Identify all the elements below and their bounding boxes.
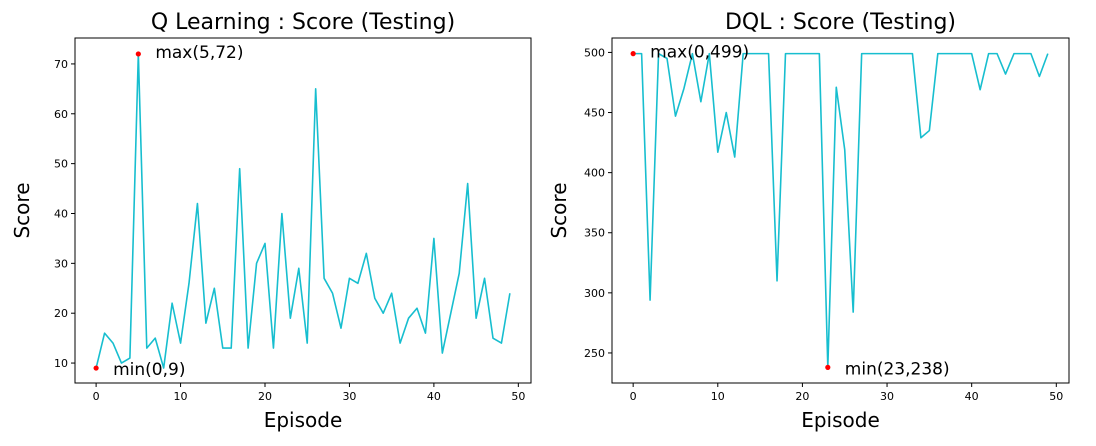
y-tick-label: 350 [584,227,605,240]
y-axis-label: Score [547,182,571,238]
x-tick-label: 0 [93,390,100,403]
annotation-label: max(5,72) [155,43,243,63]
annotation-label: min(0,9) [113,360,185,380]
plot-frame [74,37,532,384]
chart-dql: DQL : Score (Testing) 0 10 20 30 40 50 250 300 35… [547,10,1070,432]
y-tick-label: 40 [54,207,68,220]
y-tick-label: 10 [54,357,68,370]
x-tick-label: 0 [630,390,637,403]
y-axis-label: Score [10,182,34,238]
y-tick-label: 300 [584,287,605,300]
x-tick-label: 30 [342,390,356,403]
x-tick-label: 50 [1049,390,1063,403]
y-tick-label: 70 [54,58,68,71]
x-tick-label: 20 [258,390,272,403]
chart-q-learning: Q Learning : Score (Testing) 0 10 20 30 40 50 1… [10,10,532,432]
x-axis-label: Episode [801,408,880,432]
series-line [95,53,511,369]
series-line [633,52,1049,369]
plot-frame [611,37,1070,384]
y-tick-label: 60 [54,108,68,121]
y-tick-label: 20 [54,307,68,320]
y-tick-label: 30 [54,257,68,270]
x-tick-label: 20 [795,390,809,403]
y-tick-label: 50 [54,158,68,171]
x-tick-label: 10 [711,390,725,403]
y-tick-label: 500 [584,46,605,59]
x-axis-label: Episode [264,408,343,432]
annotation-label: min(23,238) [845,359,950,379]
y-tick-label: 400 [584,167,605,180]
annotation-marker [630,51,636,57]
annotation-label: max(0,499) [650,43,749,63]
x-tick-label: 50 [511,390,525,403]
x-tick-label: 40 [965,390,979,403]
x-tick-label: 30 [880,390,894,403]
annotation-marker [93,365,99,371]
annotation-marker [825,364,831,370]
annotation-marker [135,51,141,57]
y-tick-label: 450 [584,107,605,120]
x-tick-label: 40 [427,390,441,403]
x-tick-label: 10 [174,390,188,403]
chart-title: DQL : Score (Testing) [725,10,956,35]
y-tick-label: 250 [584,347,605,360]
chart-title: Q Learning : Score (Testing) [151,10,455,35]
